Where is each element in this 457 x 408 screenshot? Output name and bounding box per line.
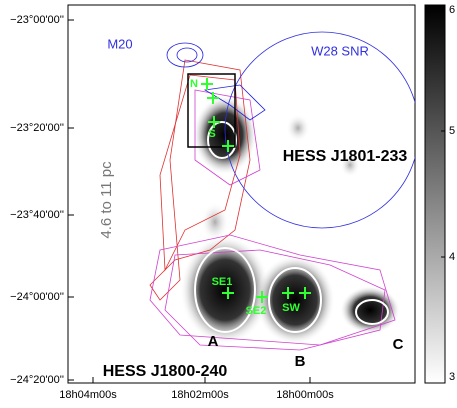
region-c: C	[393, 336, 404, 353]
source-sw: SW	[282, 302, 300, 314]
colorbar-tick-label: 5	[449, 125, 455, 137]
source-markers	[201, 78, 311, 303]
hess-j1800-label: HESS J1800-240	[103, 363, 228, 380]
dec-tick-label: −23°00'00''	[10, 14, 64, 26]
w28-label: W28 SNR	[311, 43, 369, 58]
colorbar	[424, 4, 446, 384]
m20-label: M20	[107, 36, 132, 51]
dec-tick-label: −24°20'00''	[10, 374, 64, 386]
dec-tick-label: −23°40'00''	[10, 209, 64, 221]
image-layer	[149, 31, 415, 351]
ra-tick-label: 18h02m00s	[171, 389, 229, 401]
scale-label: 4.6 to 11 pc	[98, 161, 115, 239]
colorbar-tick-label: 4	[449, 251, 455, 263]
colorbar-tick-label: 6	[449, 4, 455, 16]
ra-tick-label: 18h04m00s	[59, 389, 117, 401]
colorbar-tick-label: 3	[449, 371, 455, 383]
dec-tick-label: −24°00'00''	[10, 291, 64, 303]
source-se1: SE1	[212, 276, 233, 288]
region-b: B	[295, 353, 306, 370]
source-n: N	[190, 78, 198, 90]
region-a: A	[208, 333, 219, 350]
dec-tick-label: −23°20'00''	[10, 122, 64, 134]
source-se2: SE2	[246, 305, 267, 317]
source-s: S	[208, 128, 215, 140]
hess-j1801-label: HESS J1801-233	[283, 148, 408, 165]
ra-tick-label: 18h00m00s	[276, 389, 334, 401]
